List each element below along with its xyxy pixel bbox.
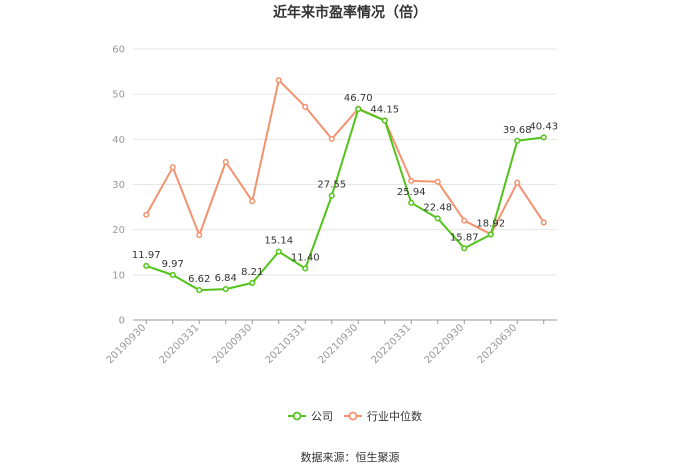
x-tick-label: 20230630	[476, 322, 520, 366]
data-point	[434, 178, 441, 185]
data-point	[249, 198, 256, 205]
data-label: 40.43	[529, 121, 558, 132]
legend[interactable]: 公司 行业中位数	[288, 409, 422, 423]
x-tick-label: 20220331	[370, 322, 414, 366]
legend-item[interactable]: 行业中位数	[344, 409, 422, 423]
x-tick-label: 20210331	[264, 322, 308, 366]
data-label: 27.55	[317, 180, 346, 191]
data-point	[143, 262, 150, 269]
data-label: 6.84	[215, 273, 237, 284]
source-note: 数据来源：恒生聚源	[301, 450, 400, 464]
x-tick-label: 20200331	[158, 322, 202, 366]
data-point	[328, 135, 335, 142]
data-point	[143, 211, 150, 218]
y-axis: 0 10 20 30 40 50 60	[112, 45, 125, 327]
data-point	[169, 164, 176, 171]
x-tick-label: 20210930	[317, 322, 361, 366]
data-point	[222, 286, 229, 293]
legend-label: 行业中位数	[367, 409, 422, 423]
chart-title: 近年来市盈率情况（倍）	[273, 4, 427, 21]
y-tick-label: 30	[112, 180, 125, 191]
data-label: 22.48	[423, 202, 452, 213]
legend-marker	[292, 411, 302, 421]
data-label: 44.15	[370, 105, 399, 116]
data-label: 6.62	[188, 274, 210, 285]
series-line	[145, 79, 545, 237]
y-tick-label: 50	[112, 90, 125, 101]
data-point	[196, 287, 203, 294]
data-point	[540, 219, 547, 226]
data-point	[381, 117, 388, 124]
data-label: 39.68	[503, 125, 532, 136]
x-tick-label: 20190930	[105, 322, 149, 366]
data-point	[302, 103, 309, 110]
data-point	[514, 137, 521, 144]
data-point	[222, 158, 229, 165]
legend-marker	[348, 411, 358, 421]
x-tick-label: 20200930	[211, 322, 255, 366]
data-label: 46.70	[344, 93, 373, 104]
y-tick-label: 0	[119, 316, 125, 327]
series-layer	[143, 77, 547, 294]
data-point	[275, 248, 282, 255]
data-point	[514, 179, 521, 186]
x-axis: 20190930 20200331 20200930 20210331 20210930…	[105, 320, 545, 366]
legend-label: 公司	[311, 410, 333, 423]
data-point	[275, 77, 282, 84]
data-label: 11.40	[291, 253, 320, 264]
data-point	[434, 215, 441, 222]
data-label: 9.97	[162, 259, 184, 270]
data-label: 25.94	[397, 187, 426, 198]
data-label: 8.21	[241, 267, 263, 278]
data-labels: 11.979.97 6.62 6.84 8.21 15.14 11.40 27.55 46.7…	[132, 93, 558, 285]
data-label: 18.92	[476, 219, 505, 230]
y-tick-label: 10	[112, 270, 125, 281]
grid	[133, 48, 557, 321]
data-point	[196, 232, 203, 239]
data-point	[461, 217, 468, 224]
y-tick-label: 20	[112, 225, 125, 236]
data-point	[487, 231, 494, 238]
data-point	[540, 134, 547, 141]
data-label: 11.97	[132, 250, 161, 261]
data-point	[408, 199, 415, 206]
series-line	[145, 108, 544, 292]
data-label: 15.14	[264, 236, 293, 247]
data-point	[249, 279, 256, 286]
data-point	[169, 271, 176, 279]
data-point	[408, 177, 415, 184]
data-label: 15.87	[450, 232, 479, 243]
legend-item[interactable]: 公司	[288, 410, 333, 423]
y-tick-label: 60	[112, 45, 125, 56]
data-point	[302, 265, 309, 272]
data-point	[461, 245, 468, 252]
data-point	[328, 192, 335, 199]
y-tick-label: 40	[112, 135, 125, 146]
data-point	[355, 106, 362, 113]
x-tick-label: 20220930	[423, 322, 467, 366]
